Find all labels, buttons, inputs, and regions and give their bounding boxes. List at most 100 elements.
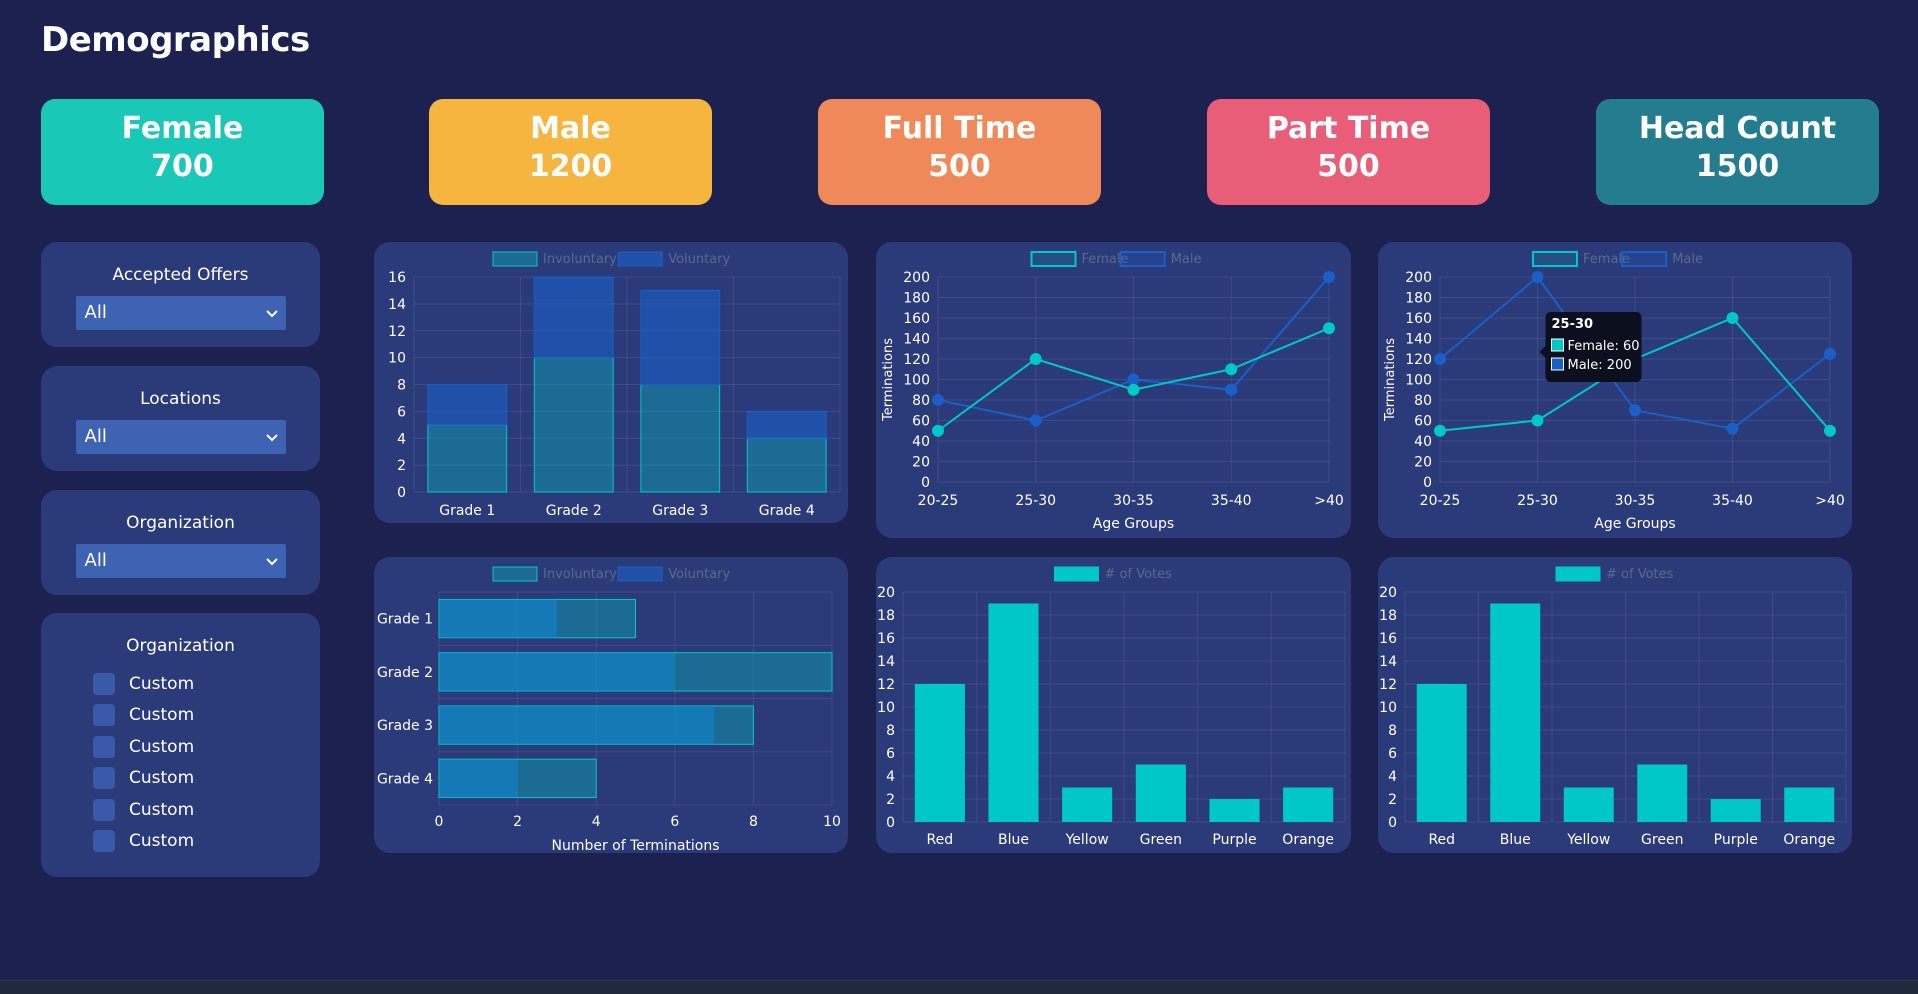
y-tick-label: 20 [877,585,895,601]
x-axis-title: Age Groups [1594,516,1675,532]
legend-swatch [617,251,663,267]
x-tick-label: Green [1140,832,1182,848]
legend-swatch [492,251,538,267]
bar-involuntary [640,384,721,493]
age-line-chart-2[interactable]: Female Male 0 20 40 60 80 100 120 140 160 180 200 20-… [1378,242,1852,538]
tooltip-swatch [1551,357,1564,371]
chevron-down-icon [265,434,278,442]
y-tick-label: 4 [886,769,895,785]
tooltip-line: Female: 60 [1568,339,1640,354]
y-tick-label: 140 [903,332,930,348]
x-tick-label: Red [1428,832,1455,848]
checkbox[interactable] [93,735,115,758]
locations-select[interactable]: All [75,420,286,454]
y-tick-label: 80 [912,393,930,409]
x-tick-label: 25-30 [1015,493,1056,509]
grade-stacked-bar-chart[interactable]: Involuntary Voluntary 0 2 4 6 8 10 12 14 16 Grade 1… [374,242,848,523]
checkbox-item[interactable]: Custom [93,731,320,763]
kpi-label: Male [530,111,611,146]
y-tick-label: 200 [1405,270,1432,286]
legend-swatch [1030,251,1077,267]
kpi-value: 1200 [528,149,613,184]
y-tick-label: 12 [388,324,406,340]
x-tick-label: Red [927,832,954,848]
y-tick-label: 200 [903,270,930,286]
y-axis-title: Terminations [1383,338,1398,422]
checkbox[interactable] [93,767,115,790]
y-tick-label: 6 [1388,746,1397,762]
point-male [1726,422,1739,435]
filter-label: Accepted Offers [112,265,249,285]
bar-votes [1784,787,1835,822]
checkbox-label: Custom [129,736,195,757]
bar-voluntary [746,410,827,439]
kpi-card-full-time: Full Time 500 [818,99,1101,205]
point-male [1824,347,1836,360]
y-tick-label: 16 [877,631,895,647]
y-tick-label: 20 [912,455,930,471]
x-tick-label: Blue [1500,832,1531,848]
grade-horizontal-bar-chart[interactable]: Involuntary Voluntary 0 2 4 6 8 10 Grade 1 Grade … [374,557,848,853]
chart-panel-age-line-1: Female Male 0 20 40 60 80 100 120 140 160 180 200 20-… [876,242,1351,538]
y-tick-label: 120 [1405,352,1432,368]
checkbox-item[interactable]: Custom [93,763,320,795]
x-tick-label: Yellow [1065,832,1109,848]
bar-votes [1710,799,1761,822]
bar-involuntary [427,424,508,493]
y-tick-label: 14 [1379,654,1397,670]
point-female [1531,414,1544,427]
point-male [1127,373,1140,386]
organization-select[interactable]: All [75,544,286,578]
point-female [1824,424,1836,437]
age-line-chart-1[interactable]: Female Male 0 20 40 60 80 100 120 140 160 180 200 20-… [876,242,1351,538]
y-tick-label: Grade 1 [377,612,433,628]
filter-panel-organization: Organization All [41,490,320,595]
checkbox-label: Custom [129,768,195,789]
x-tick-label: 4 [592,814,601,830]
x-tick-label: Grade 3 [652,503,708,519]
checkbox-item[interactable]: Custom [93,700,320,732]
x-tick-label: 10 [823,814,841,830]
legend-swatch [1532,251,1578,267]
kpi-value: 700 [151,149,214,184]
bar-voluntary [427,384,508,426]
x-tick-label: 30-35 [1113,493,1154,509]
accepted-offers-select[interactable]: All [75,296,286,330]
checkbox-item[interactable]: Custom [93,668,320,700]
x-tick-label: >40 [1815,493,1845,509]
checkbox[interactable] [93,830,115,853]
y-tick-label: Grade 3 [377,718,433,734]
bar-votes [1135,764,1186,822]
y-tick-label: 18 [1379,608,1397,624]
x-tick-label: >40 [1314,493,1344,509]
point-male [1434,353,1446,365]
x-tick-label: Purple [1714,832,1758,848]
filter-panel-accepted-offers: Accepted Offers All [41,242,320,347]
y-tick-label: 120 [903,352,930,368]
y-tick-label: 20 [1379,585,1397,601]
y-tick-label: 6 [397,404,406,420]
checkbox-label: Custom [129,673,195,694]
checkbox[interactable] [93,798,115,821]
legend-label: Involuntary [543,567,617,582]
x-tick-label: Grade 4 [759,503,815,519]
point-female [1225,363,1238,376]
filter-label: Organization [126,636,235,656]
checkbox-item[interactable]: Custom [93,826,320,858]
x-tick-label: 6 [670,814,679,830]
bar-voluntary [640,289,721,385]
votes-bar-chart-2[interactable]: # of Votes 0 2 4 6 8 10 12 14 16 18 20 Red Blue Yellow… [1378,557,1852,853]
votes-bar-chart-1[interactable]: # of Votes 0 2 4 6 8 10 12 14 16 18 20 Red Blue Yellow… [876,557,1351,853]
checkbox[interactable] [93,672,115,695]
x-tick-label: 20-25 [1420,493,1461,509]
bar-voluntary [533,276,614,359]
chart-panel-votes-1: # of Votes 0 2 4 6 8 10 12 14 16 18 20 Red Blue Yellow… [876,557,1351,853]
point-female [1434,424,1446,437]
bar-votes [1563,787,1614,822]
y-tick-label: 160 [1405,311,1432,327]
legend-swatch [1054,566,1099,582]
checkbox-item[interactable]: Custom [93,794,320,826]
legend-label: Male [1672,252,1703,267]
y-tick-label: 0 [1423,475,1432,491]
checkbox[interactable] [93,704,115,727]
